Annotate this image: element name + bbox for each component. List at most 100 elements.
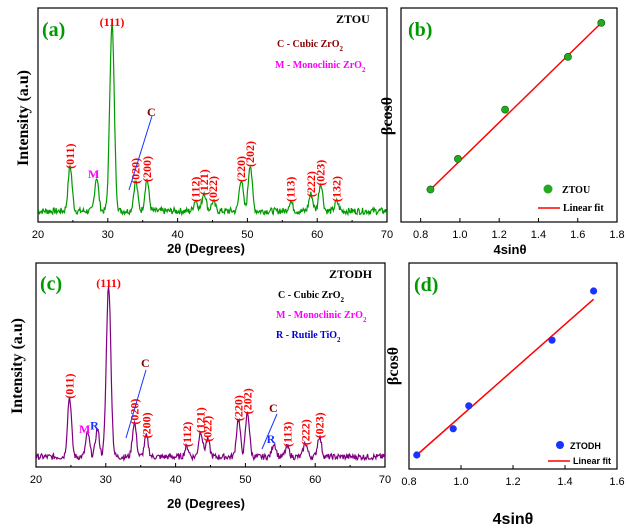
peak-label: M — [88, 167, 99, 181]
x-tick-label: 70 — [379, 474, 391, 486]
panel-a-x-label: 2θ (Degrees) — [167, 241, 245, 256]
data-point — [597, 18, 606, 27]
peak-label: (220) — [231, 395, 245, 421]
peak-label: (020) — [129, 158, 143, 184]
panel-a-peak-labels: (011) M (111) (020)(200) (112)(121)(022) (220… — [63, 15, 344, 202]
peak-label: (020) — [127, 399, 141, 425]
panel-d-legend-fit: Linear fit — [573, 456, 611, 466]
data-point — [426, 185, 435, 194]
panel-a-sample-name: ZTOU — [336, 12, 370, 26]
panel-a-x-ticks: 20 30 40 50 60 70 — [32, 218, 393, 241]
peak-label: (011) — [63, 144, 77, 169]
panel-c-x-label: 2θ (Degrees) — [167, 496, 245, 511]
panel-a-legend-cubic: C - Cubic ZrO2 — [277, 39, 344, 53]
panel-b: (b) 0.8 1.0 1.2 1.4 1.6 1.8 ZTOU Linear fit 4… — [379, 7, 625, 257]
peak-label: (112) — [180, 422, 194, 447]
panel-a-y-label: Intensity (a.u) — [15, 70, 32, 166]
x-tick-label: 40 — [171, 229, 183, 241]
peak-label: (023) — [312, 412, 326, 438]
peak-label: (121) — [194, 407, 208, 433]
peak-label: (202) — [243, 141, 257, 167]
x-tick-label: 1.0 — [453, 476, 468, 488]
peak-label: (222) — [304, 171, 318, 197]
data-point — [449, 425, 457, 433]
x-tick-label: 30 — [102, 229, 114, 241]
peak-label: (200) — [140, 156, 154, 182]
data-point — [548, 336, 556, 344]
panel-a: (a) ZTOU C - Cubic ZrO2 M - Monoclinic Z… — [15, 7, 393, 256]
panel-c-x-ticks: 20 30 40 50 60 70 — [30, 463, 391, 486]
x-tick-label: 1.4 — [531, 229, 546, 241]
x-tick-label: 1.2 — [492, 229, 507, 241]
panel-c-y-label: Intensity (a.u) — [9, 318, 26, 414]
panel-d-legend-sample: ZTODH — [570, 441, 601, 451]
panel-c-xrd-trace — [35, 286, 386, 462]
panel-b-legend-sample: ZTOU — [562, 185, 590, 196]
panel-c-legend-cubic: C - Cubic ZrO2 — [278, 290, 345, 304]
panel-c-legend-rutile: R - Rutile TiO2 — [276, 330, 341, 344]
peak-label: (022) — [206, 176, 220, 202]
x-tick-label: 20 — [30, 474, 42, 486]
x-tick-label: 1.6 — [570, 229, 585, 241]
peak-label: (132) — [330, 176, 344, 202]
data-point — [454, 154, 462, 163]
panel-c-c-arrow — [125, 369, 147, 439]
x-tick-label: 30 — [100, 474, 112, 486]
peak-label: (022) — [201, 416, 215, 442]
panel-c-label: (c) — [40, 273, 62, 295]
panel-c-c-annotation-2: C — [269, 401, 278, 415]
data-point — [501, 105, 509, 114]
peak-label: (222) — [298, 419, 312, 445]
panel-d-label: (d) — [414, 274, 438, 296]
peak-label: (111) — [100, 15, 125, 29]
panel-d-data-points — [413, 287, 598, 459]
peak-label: R — [267, 432, 276, 446]
panel-b-label: (b) — [408, 19, 432, 41]
panel-b-legend-fit: Linear fit — [563, 203, 604, 214]
peak-label: R — [90, 418, 99, 432]
panel-c-c-arrow-2 — [261, 413, 278, 450]
panel-a-label: (a) — [42, 19, 65, 41]
peak-label: (023) — [314, 160, 328, 186]
panel-c-c-annotation-1: C — [141, 356, 150, 370]
peak-label: (200) — [139, 412, 153, 438]
x-tick-label: 20 — [32, 229, 44, 241]
data-point — [564, 53, 572, 61]
panel-c-legend-monoclinic: M - Monoclinic ZrO2 — [276, 310, 367, 324]
panel-a-c-annotation: C — [147, 105, 156, 119]
panel-d-x-ticks: 0.8 1.0 1.2 1.4 1.6 — [401, 465, 625, 488]
peak-label: (011) — [63, 373, 77, 398]
panel-a-xrd-trace — [37, 21, 388, 217]
panel-d-linear-fit-line — [416, 298, 595, 456]
panel-a-legend-monoclinic: M - Monoclinic ZrO2 — [275, 60, 366, 74]
x-tick-label: 0.8 — [401, 476, 416, 488]
data-point — [465, 402, 473, 410]
panel-c: (c) ZTODH C - Cubic ZrO2 M - Monoclinic … — [9, 262, 391, 511]
peak-label: (111) — [96, 276, 121, 290]
panel-c-peak-labels: (011)M R(111)(020)(200) (112)(121)(022)(22… — [63, 276, 327, 447]
x-tick-label: 1.6 — [609, 476, 624, 488]
x-tick-label: 60 — [309, 474, 321, 486]
panel-a-c-arrow — [128, 115, 153, 191]
panel-b-legend-marker — [543, 184, 553, 194]
peak-label: (121) — [197, 169, 211, 195]
x-tick-label: 0.8 — [413, 229, 428, 241]
peak-label: (113) — [280, 422, 294, 447]
peak-label: (113) — [284, 177, 298, 202]
panel-d: (d) 0.8 1.0 1.2 1.4 1.6 ZTODH Linear fit 4si… — [385, 262, 625, 528]
data-point — [590, 287, 598, 295]
x-tick-label: 1.8 — [609, 229, 624, 241]
peak-label: (220) — [234, 156, 248, 182]
peak-label: (202) — [240, 388, 254, 414]
panel-b-y-label: βcosθ — [379, 97, 396, 135]
panel-b-x-ticks: 0.8 1.0 1.2 1.4 1.6 1.8 — [413, 218, 625, 241]
panel-d-y-label: βcosθ — [385, 347, 402, 385]
x-tick-label: 60 — [311, 229, 323, 241]
data-point — [413, 451, 421, 459]
panel-c-sample-name: ZTODH — [329, 267, 373, 281]
panel-d-x-label: 4sinθ — [493, 511, 534, 528]
peak-label: (112) — [189, 177, 203, 202]
panel-d-legend-marker — [556, 441, 564, 449]
x-tick-label: 50 — [241, 229, 253, 241]
